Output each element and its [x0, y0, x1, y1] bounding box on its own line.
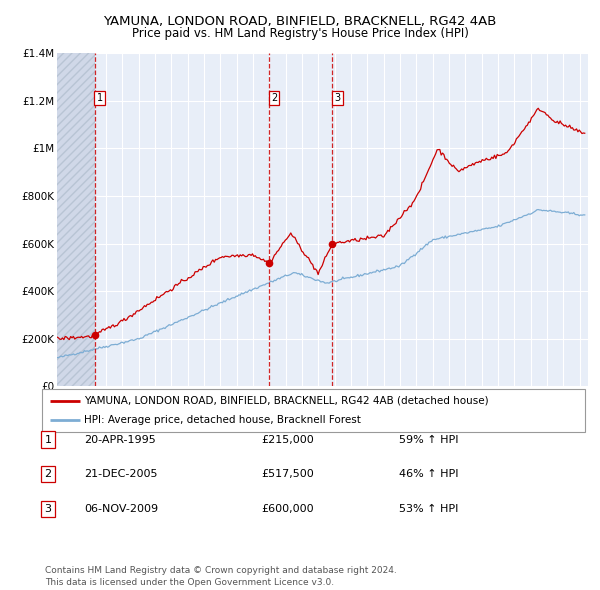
Text: 3: 3: [334, 93, 340, 103]
Text: YAMUNA, LONDON ROAD, BINFIELD, BRACKNELL, RG42 4AB: YAMUNA, LONDON ROAD, BINFIELD, BRACKNELL…: [103, 15, 497, 28]
Text: 2: 2: [44, 470, 52, 479]
Text: YAMUNA, LONDON ROAD, BINFIELD, BRACKNELL, RG42 4AB (detached house): YAMUNA, LONDON ROAD, BINFIELD, BRACKNELL…: [85, 396, 489, 406]
Text: HPI: Average price, detached house, Bracknell Forest: HPI: Average price, detached house, Brac…: [85, 415, 361, 425]
Text: £600,000: £600,000: [261, 504, 314, 514]
Text: £215,000: £215,000: [261, 435, 314, 444]
Text: 53% ↑ HPI: 53% ↑ HPI: [399, 504, 458, 514]
Text: 20-APR-1995: 20-APR-1995: [84, 435, 156, 444]
Text: Contains HM Land Registry data © Crown copyright and database right 2024.
This d: Contains HM Land Registry data © Crown c…: [45, 566, 397, 587]
FancyBboxPatch shape: [42, 389, 585, 432]
Text: 1: 1: [44, 435, 52, 444]
Text: £517,500: £517,500: [261, 470, 314, 479]
Text: 21-DEC-2005: 21-DEC-2005: [84, 470, 157, 479]
Bar: [57, 53, 95, 386]
Text: 3: 3: [44, 504, 52, 514]
Text: 46% ↑ HPI: 46% ↑ HPI: [399, 470, 458, 479]
Text: 1: 1: [97, 93, 103, 103]
Text: 59% ↑ HPI: 59% ↑ HPI: [399, 435, 458, 444]
Text: Price paid vs. HM Land Registry's House Price Index (HPI): Price paid vs. HM Land Registry's House …: [131, 27, 469, 40]
Text: 06-NOV-2009: 06-NOV-2009: [84, 504, 158, 514]
Text: 2: 2: [271, 93, 277, 103]
